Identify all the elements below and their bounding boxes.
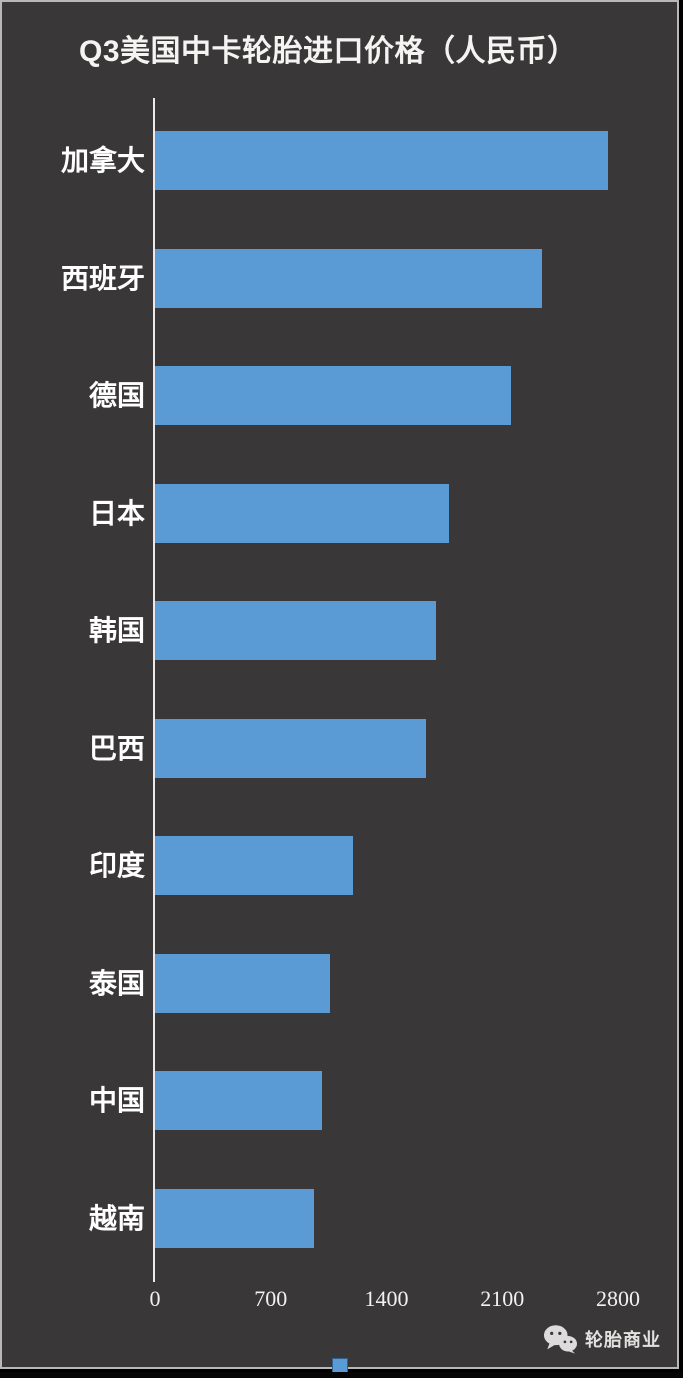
category-label: 西班牙	[60, 262, 145, 294]
category-label: 日本	[88, 497, 145, 529]
x-tick-label: 2800	[596, 1286, 640, 1311]
bar	[155, 248, 542, 308]
x-tick-label: 1400	[364, 1286, 409, 1311]
category-label: 越南	[88, 1202, 145, 1234]
bar	[155, 601, 436, 661]
category-label: 加拿大	[60, 145, 145, 176]
x-tick-label: 700	[254, 1286, 288, 1311]
bar	[155, 1188, 314, 1248]
category-label: 泰国	[88, 967, 145, 999]
bar	[155, 953, 330, 1013]
brand-name: 轮胎商业	[585, 1330, 661, 1350]
category-label: 巴西	[88, 732, 145, 764]
bar	[155, 366, 511, 426]
wechat-icon	[543, 1325, 577, 1354]
category-label: 中国	[88, 1085, 145, 1117]
bottom-black-strip	[0, 1372, 683, 1378]
bar	[155, 1071, 322, 1131]
x-tick-label: 2100	[480, 1286, 525, 1311]
category-label: 德国	[88, 380, 145, 412]
x-tick-label: 0	[149, 1286, 161, 1311]
brand-watermark: 轮胎商业	[543, 1322, 661, 1356]
category-axis-line	[153, 98, 155, 1282]
bar	[155, 483, 449, 543]
bar	[155, 836, 353, 896]
category-label: 韩国	[88, 615, 145, 647]
bar	[155, 718, 426, 778]
bar	[155, 131, 608, 190]
chart-title: Q3美国中卡轮胎进口价格（人民币）	[79, 35, 578, 68]
category-label: 印度	[88, 850, 145, 882]
